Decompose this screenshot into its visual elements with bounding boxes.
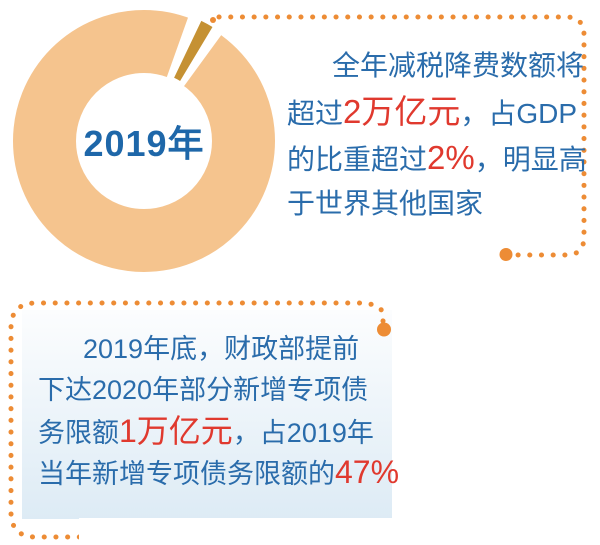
callout1-line3-post: ，明显高 [474,144,587,175]
callout1-line3: 的比重超过2%，明显高 [287,139,587,177]
donut-gap [144,0,233,141]
callout1-line2: 超过2万亿元，占GDP [287,93,577,131]
callout2-line3-pre: 务限额 [38,418,119,448]
callout1-anchor-dot [499,248,513,261]
leader-start-dot [210,17,216,23]
donut-center-label: 2019年 [83,123,205,164]
callout1-percentage: 2% [427,139,475,176]
callout1-line2-post: ，占GDP [460,98,578,129]
callout2-anchor-dot [377,322,391,337]
crop-overlay [79,518,600,545]
callout1-line1: 全年减税降费数额将 [332,50,585,81]
callout2-line4: 当年新增专项债务限额的47% [38,453,399,491]
callout1-amount: 2万亿元 [343,93,461,130]
callout2-background [22,310,392,519]
callout2-line4-pre: 当年新增专项债务限额的 [38,459,335,489]
callout1-line3-pre: 的比重超过 [287,144,428,175]
callout2-percentage: 47% [335,454,400,490]
callout1-line4: 于世界其他国家 [287,188,484,219]
callout2-line2: 下达2020年部分新增专项债 [38,375,369,405]
callout2-amount: 1万亿元 [119,413,233,449]
highlight-slice [174,20,213,81]
callout1-line2-pre: 超过 [287,98,344,129]
donut-ring [13,10,275,272]
callout2-line1: 2019年底，财政部提前 [83,334,360,364]
callout2-line3-post: ，占2019年 [232,418,374,448]
callout2-line3: 务限额1万亿元，占2019年 [38,412,374,450]
